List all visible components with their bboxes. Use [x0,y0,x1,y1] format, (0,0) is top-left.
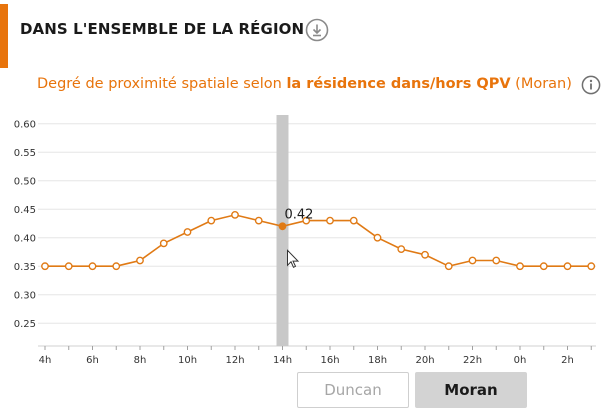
data-point [183,228,192,236]
series-line [45,214,592,268]
data-point [112,262,121,271]
data-point [88,262,97,271]
data-point [539,262,548,271]
data-point [468,256,477,265]
data-point [421,250,429,259]
subtitle-suffix: (Moran) [510,76,572,92]
moran-button[interactable]: Moran [415,372,527,408]
data-point [64,262,73,271]
data-point [587,262,596,271]
tooltip-value: 0.42 [285,207,314,222]
mouse-cursor-icon [287,249,300,268]
x-tick-label: 16h [320,355,339,366]
section-title: DANS L'ENSEMBLE DE LA RÉGION [20,20,305,38]
y-tick-label: 0.35 [14,262,36,273]
y-tick-label: 0.40 [14,234,36,245]
y-tick-label: 0.55 [14,148,36,159]
header-accent-bar [0,4,8,68]
line-chart: 0.25 0.30 0.35 0.40 0.45 0.50 0.55 0.60 4h 6h 8h 10… [14,115,596,366]
data-point [397,245,406,254]
data-point [136,256,144,265]
chart-subtitle: Degré de proximité spatiale selon la rés… [37,76,572,92]
hover-band [276,115,289,346]
data-point [41,262,49,271]
highlighted-point [278,222,287,231]
data-point [563,262,572,271]
x-tick-label: 22h [463,355,482,366]
x-tick-label: 20h [415,355,434,366]
x-tick-label: 0h [514,355,527,366]
subtitle-prefix: Degré de proximité spatiale selon [37,76,287,92]
x-tick-label: 14h [273,355,292,366]
data-point [349,216,358,225]
data-point [373,233,382,242]
y-tick-label: 0.50 [14,177,36,188]
x-tick-label: 4h [39,355,52,366]
download-icon[interactable] [305,18,329,42]
data-point [231,211,239,219]
x-tick-label: 10h [178,355,197,366]
x-tick-label: 12h [225,355,244,366]
data-point [159,239,168,248]
x-tick-label: 18h [368,355,387,366]
y-tick-label: 0.25 [14,319,36,330]
data-point [516,262,524,271]
data-point [326,216,334,225]
subtitle-emphasis: la résidence dans/hors QPV [286,76,511,92]
data-point [254,216,263,225]
y-tick-label: 0.45 [14,205,36,216]
x-tick-label: 6h [86,355,99,366]
data-point [444,262,453,271]
info-icon[interactable] [581,75,601,95]
y-tick-label: 0.60 [14,120,36,131]
data-point [302,216,311,225]
duncan-button[interactable]: Duncan [297,372,409,408]
data-point [207,216,216,225]
y-tick-label: 0.30 [14,291,36,302]
x-tick-label: 2h [561,355,574,366]
data-point [492,256,501,265]
x-tick-label: 8h [134,355,147,366]
